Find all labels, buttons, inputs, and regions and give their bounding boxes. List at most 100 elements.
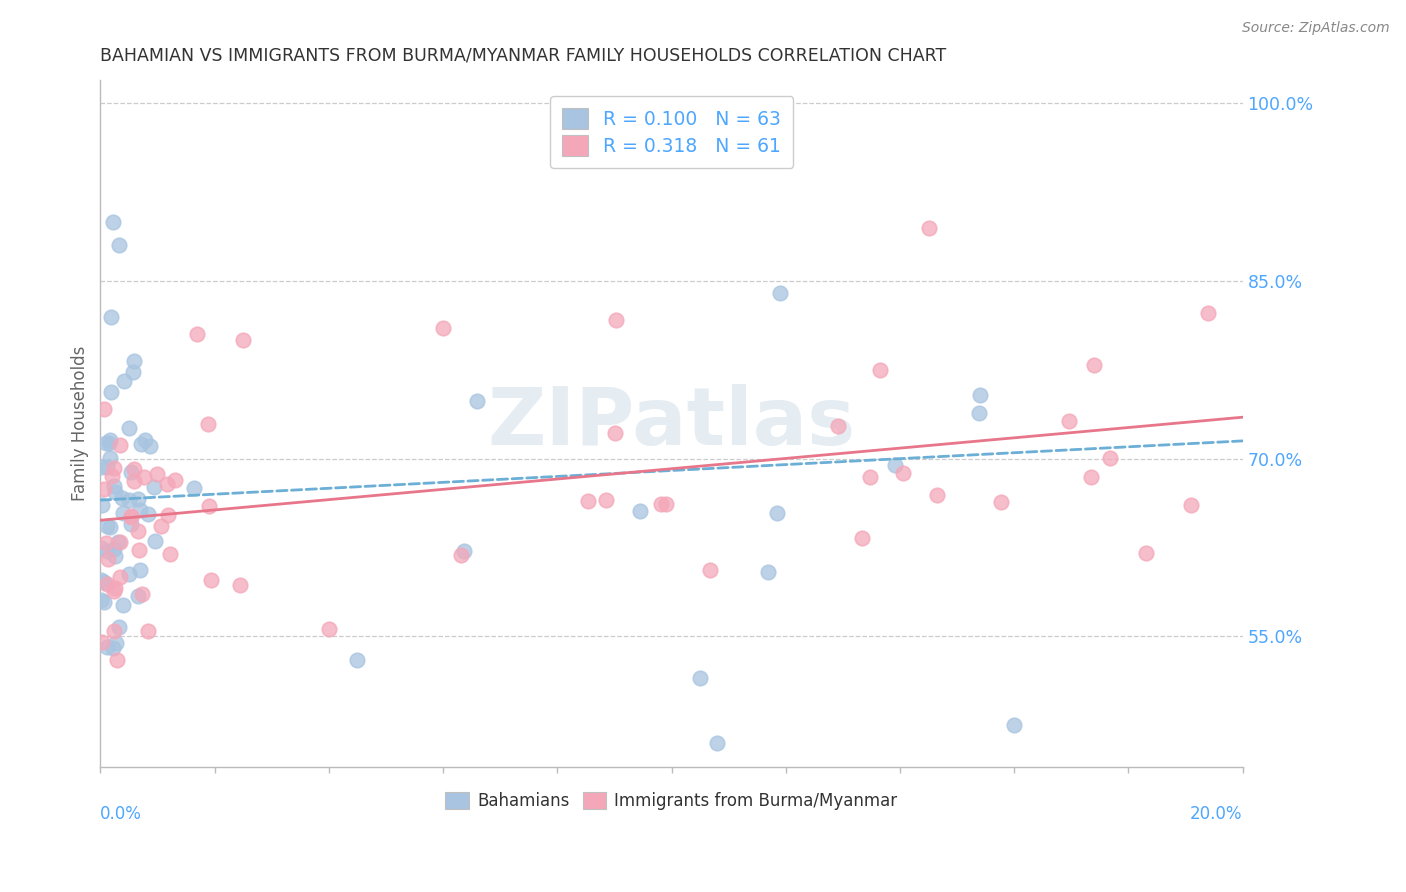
Point bbox=[346, 653, 368, 667]
Point bbox=[104, 581, 127, 595]
Point bbox=[183, 482, 205, 496]
Point bbox=[576, 494, 599, 508]
Point bbox=[108, 438, 131, 452]
Point bbox=[127, 524, 149, 539]
Point bbox=[98, 450, 121, 465]
Point bbox=[150, 518, 173, 533]
Point bbox=[120, 466, 142, 480]
Point bbox=[96, 577, 118, 591]
Point bbox=[103, 624, 125, 639]
Point bbox=[143, 533, 166, 548]
Point bbox=[628, 503, 651, 517]
Point bbox=[229, 577, 252, 591]
Point bbox=[118, 567, 141, 582]
Point bbox=[156, 477, 179, 491]
Point bbox=[1083, 358, 1105, 372]
Point bbox=[103, 479, 125, 493]
Point bbox=[94, 536, 117, 550]
Point bbox=[127, 492, 149, 507]
Point bbox=[232, 333, 254, 347]
Point bbox=[101, 641, 124, 656]
Point bbox=[111, 491, 134, 505]
Point bbox=[595, 492, 617, 507]
Point bbox=[156, 508, 179, 522]
Point bbox=[650, 497, 672, 511]
Point bbox=[136, 507, 159, 521]
Point bbox=[97, 552, 120, 566]
Point bbox=[186, 327, 208, 342]
Point bbox=[103, 485, 125, 500]
Point bbox=[969, 406, 991, 420]
Point bbox=[129, 437, 152, 451]
Point bbox=[851, 531, 873, 545]
Point bbox=[93, 595, 115, 609]
Point bbox=[98, 436, 121, 450]
Point bbox=[766, 506, 789, 520]
Point bbox=[122, 461, 145, 475]
Point bbox=[122, 354, 145, 368]
Point bbox=[200, 574, 222, 588]
Text: Source: ZipAtlas.com: Source: ZipAtlas.com bbox=[1241, 21, 1389, 35]
Point bbox=[108, 620, 131, 634]
Point bbox=[100, 310, 122, 325]
Point bbox=[1180, 498, 1202, 512]
Point bbox=[603, 426, 626, 441]
Point bbox=[112, 506, 135, 520]
Point bbox=[96, 640, 118, 654]
Point bbox=[827, 418, 849, 433]
Point bbox=[925, 488, 948, 502]
Point bbox=[136, 624, 159, 638]
Point bbox=[122, 365, 145, 379]
Point bbox=[706, 736, 728, 750]
Point bbox=[1002, 718, 1025, 732]
Point bbox=[120, 510, 142, 524]
Point bbox=[132, 470, 155, 484]
Point bbox=[100, 384, 122, 399]
Point bbox=[139, 439, 162, 453]
Point bbox=[98, 520, 121, 534]
Point bbox=[93, 574, 115, 589]
Point bbox=[884, 458, 907, 472]
Point bbox=[90, 459, 112, 474]
Point bbox=[197, 417, 219, 431]
Point bbox=[108, 238, 131, 252]
Point bbox=[112, 374, 135, 388]
Point bbox=[96, 519, 118, 533]
Point bbox=[891, 467, 914, 481]
Point bbox=[120, 516, 142, 531]
Text: 20.0%: 20.0% bbox=[1191, 805, 1243, 823]
Point bbox=[453, 544, 475, 558]
Point bbox=[969, 388, 991, 402]
Point bbox=[101, 469, 124, 483]
Point bbox=[758, 565, 780, 579]
Point bbox=[93, 482, 115, 496]
Point bbox=[146, 467, 169, 481]
Point bbox=[1080, 470, 1102, 484]
Point bbox=[118, 492, 141, 507]
Point bbox=[93, 401, 115, 416]
Point bbox=[134, 433, 156, 447]
Point bbox=[432, 321, 454, 335]
Point bbox=[103, 584, 125, 599]
Point bbox=[699, 563, 721, 577]
Point bbox=[1099, 451, 1122, 466]
Point bbox=[91, 634, 114, 648]
Point bbox=[111, 599, 134, 613]
Point bbox=[1135, 546, 1157, 560]
Point bbox=[129, 503, 152, 517]
Point bbox=[96, 459, 118, 474]
Point bbox=[605, 313, 627, 327]
Y-axis label: Family Households: Family Households bbox=[72, 345, 89, 500]
Point bbox=[101, 215, 124, 229]
Point bbox=[94, 435, 117, 450]
Point bbox=[103, 542, 125, 557]
Point bbox=[98, 433, 121, 447]
Point bbox=[108, 569, 131, 583]
Point bbox=[122, 474, 145, 488]
Point bbox=[90, 574, 112, 588]
Point bbox=[107, 535, 129, 549]
Legend: Bahamians, Immigrants from Burma/Myanmar: Bahamians, Immigrants from Burma/Myanmar bbox=[439, 785, 904, 817]
Point bbox=[118, 420, 141, 434]
Point bbox=[104, 635, 127, 649]
Point bbox=[91, 498, 114, 512]
